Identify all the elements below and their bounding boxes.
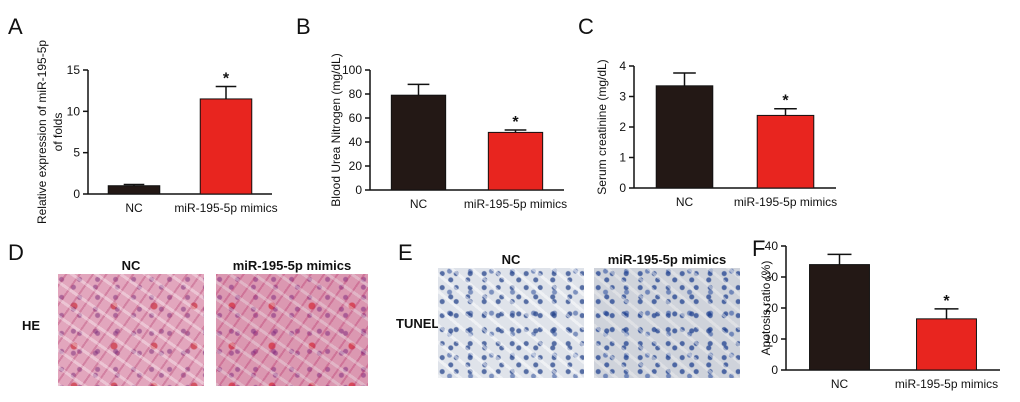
significance-star: * (223, 71, 230, 88)
panel-letter-a: A (8, 14, 23, 39)
panel-letter-e: E (398, 240, 413, 265)
category-label: NC (831, 377, 849, 391)
tunel-image-nc (438, 268, 584, 378)
y-axis-label: Relative expression of miR-195-5p (35, 40, 49, 224)
y-tick-label: 30 (765, 270, 779, 284)
significance-star: * (943, 293, 950, 310)
category-label: NC (125, 201, 143, 215)
y-axis-label: of folds (51, 113, 65, 152)
significance-star: * (512, 114, 519, 131)
category-label: NC (676, 195, 694, 209)
y-tick-label: 20 (349, 159, 363, 173)
panel-letter-b: B (296, 14, 311, 39)
chart-panel-c: 0 1 2 3 4 Serum creatinine (mg/dL) NC * miR-195-… (595, 59, 837, 209)
y-tick-label: 2 (619, 120, 626, 134)
panel-letter-f: F (752, 236, 766, 261)
panel-letter-c: C (578, 14, 594, 39)
category-label: miR-195-5p mimics (734, 195, 837, 209)
tunel-row-label: TUNEL (396, 316, 440, 331)
y-tick-label: 0 (771, 363, 778, 377)
tunel-caption-mimics: miR-195-5p mimics (607, 252, 727, 267)
y-tick-label: 80 (349, 87, 363, 101)
y-tick-label: 0 (73, 187, 80, 201)
tunel-caption-nc: NC (501, 252, 521, 267)
category-label: NC (410, 197, 428, 211)
bar-nc (809, 264, 870, 371)
he-image-nc (58, 274, 204, 386)
bar-mimics (487, 131, 544, 191)
y-axis-label: Apotosis ratio (%) (759, 261, 773, 356)
he-row-label: HE (22, 318, 41, 333)
y-tick-label: 40 (765, 239, 779, 253)
he-caption-nc: NC (121, 258, 141, 273)
y-axis-label: Blood Urea Nitrogen (mg/dL) (329, 53, 343, 206)
y-tick-label: 4 (619, 59, 626, 73)
bar-nc (390, 94, 447, 191)
y-tick-label: 0 (619, 181, 626, 195)
tunel-image-mimics (594, 268, 740, 378)
category-label: miR-195-5p mimics (464, 197, 567, 211)
y-tick-label: 0 (355, 183, 362, 197)
y-tick-label: 3 (619, 90, 626, 104)
significance-star: * (782, 93, 789, 110)
y-tick-label: 15 (67, 63, 81, 77)
bar-nc (107, 185, 161, 195)
y-tick-label: 40 (349, 135, 363, 149)
y-tick-label: 10 (67, 104, 81, 118)
bar-mimics (199, 98, 253, 195)
y-axis-label: Serum creatinine (mg/dL) (595, 59, 609, 194)
category-label: miR-195-5p mimics (174, 201, 277, 215)
y-tick-label: 100 (342, 63, 362, 77)
chart-panel-a: 0 5 10 15 Relative expression of miR-195-5p o… (35, 40, 278, 224)
bar-nc (655, 85, 714, 189)
y-tick-label: 60 (349, 111, 363, 125)
y-tick-label: 5 (73, 146, 80, 160)
chart-panel-f: 0 10 20 30 40 Apotosis ratio (%) NC * miR-195-5p… (759, 239, 1000, 391)
bar-mimics (756, 114, 815, 189)
y-tick-label: 20 (765, 301, 779, 315)
he-image-mimics (216, 274, 368, 386)
y-tick-label: 1 (619, 151, 626, 165)
panel-letter-d: D (8, 240, 24, 265)
he-caption-mimics: miR-195-5p mimics (232, 258, 352, 273)
bar-mimics (916, 318, 977, 371)
y-tick-label: 10 (765, 332, 779, 346)
category-label: miR-195-5p mimics (895, 377, 998, 391)
